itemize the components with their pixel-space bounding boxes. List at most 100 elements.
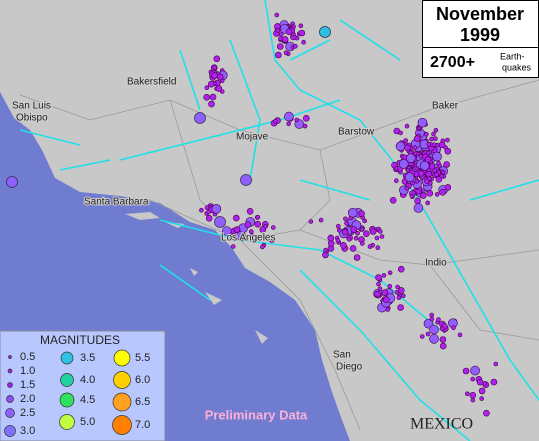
quake-dot (396, 295, 402, 301)
quake-dot (395, 141, 406, 152)
quake-dot (350, 226, 358, 233)
legend-swatch (113, 349, 131, 367)
quake-dot (327, 234, 335, 242)
quake-dot (236, 231, 246, 241)
quake-dot (293, 43, 298, 49)
quake-dot (387, 270, 393, 276)
quake-dot (482, 381, 488, 386)
legend-label: 0.5 (20, 351, 35, 363)
quake-dot (347, 207, 358, 218)
legend-label: 4.5 (80, 394, 95, 406)
title-year: 1999 (460, 25, 500, 45)
quake-dot (382, 296, 390, 304)
quake-dot (379, 234, 385, 239)
legend-label: 1.5 (20, 379, 35, 391)
quake-dot (425, 150, 431, 156)
quake-dot (432, 151, 442, 162)
quake-dot (403, 138, 409, 143)
quake-dot (436, 160, 441, 166)
quake-dot (385, 307, 391, 312)
quake-dot (353, 235, 359, 241)
quake-dot (389, 197, 397, 204)
quake-dot (423, 318, 434, 329)
city-label: Los Angeles (221, 233, 276, 244)
quake-dot (409, 194, 415, 199)
quake-dot (283, 50, 289, 56)
quake-dot (213, 55, 221, 63)
quake-dot (397, 304, 404, 311)
quake-dot (359, 241, 365, 246)
quake-dot (276, 43, 284, 50)
quake-dot (374, 290, 381, 298)
quake-dot (374, 235, 380, 241)
legend-swatch (7, 368, 13, 374)
quake-dot (469, 391, 477, 399)
legend-label: 5.0 (80, 416, 95, 428)
quake-dot (362, 218, 368, 224)
city-label: Baker (432, 101, 459, 112)
quake-dot (427, 180, 433, 186)
quake-dot (483, 409, 490, 417)
quake-dot (230, 244, 236, 249)
quake-dot (249, 237, 254, 242)
quake-dot (203, 94, 210, 101)
quake-dot (275, 28, 281, 33)
quake-dot (414, 197, 421, 205)
quake-dot (478, 387, 486, 395)
quake-dot (404, 172, 415, 182)
quake-dot (432, 168, 438, 173)
country-label: MEXICO (410, 416, 473, 433)
quake-dot (398, 159, 409, 169)
quake-dot (274, 51, 282, 59)
quake-dot (344, 221, 349, 226)
city-label: Santa Barbara (84, 197, 149, 208)
quake-dot (387, 283, 393, 289)
quake-dot (444, 184, 452, 191)
quake-dot (367, 244, 373, 249)
quake-dot (439, 173, 445, 179)
quake-dot (436, 317, 441, 322)
quake-dot (462, 367, 470, 375)
quake-dot (419, 192, 427, 199)
quake-dot (429, 316, 435, 322)
legend-label: 3.0 (20, 425, 35, 437)
quake-dot (375, 245, 381, 250)
quake-dot (433, 128, 439, 133)
quake-dot (445, 137, 450, 143)
quake-dot (393, 166, 399, 171)
quake-count: 2700+ (430, 54, 475, 71)
city-label: San Luis (12, 101, 51, 112)
quake-dot (318, 217, 324, 223)
quake-dot (417, 117, 428, 128)
legend-swatch (6, 395, 14, 403)
quake-dot (285, 28, 293, 36)
quake-dot (439, 342, 447, 350)
quake-dot (335, 238, 341, 243)
quake-dot (194, 112, 206, 124)
quake-dot (377, 229, 383, 234)
quake-dot (244, 221, 252, 228)
quake-dot (222, 226, 232, 236)
quake-dot (214, 216, 226, 228)
legend-swatch (113, 371, 131, 389)
legend-swatch (59, 414, 75, 430)
city-label: Diego (336, 362, 363, 373)
legend-label: 1.0 (20, 365, 35, 377)
quake-dot (470, 365, 480, 376)
quake-dot (438, 141, 446, 149)
quake-dot (341, 228, 349, 236)
legend-label: 6.0 (135, 374, 150, 386)
quake-dot (229, 235, 235, 241)
quake-dot (425, 200, 431, 206)
city-label: San (333, 350, 351, 361)
legend-label: 5.5 (135, 352, 150, 364)
quake-dot (211, 204, 222, 214)
legend-swatch (7, 382, 13, 388)
quake-dot (284, 111, 294, 122)
quake-dot (429, 334, 439, 344)
quake-dot (346, 237, 352, 242)
legend-label: 2.5 (20, 407, 35, 419)
quake-dot (233, 214, 240, 222)
legend-swatch (112, 392, 132, 412)
